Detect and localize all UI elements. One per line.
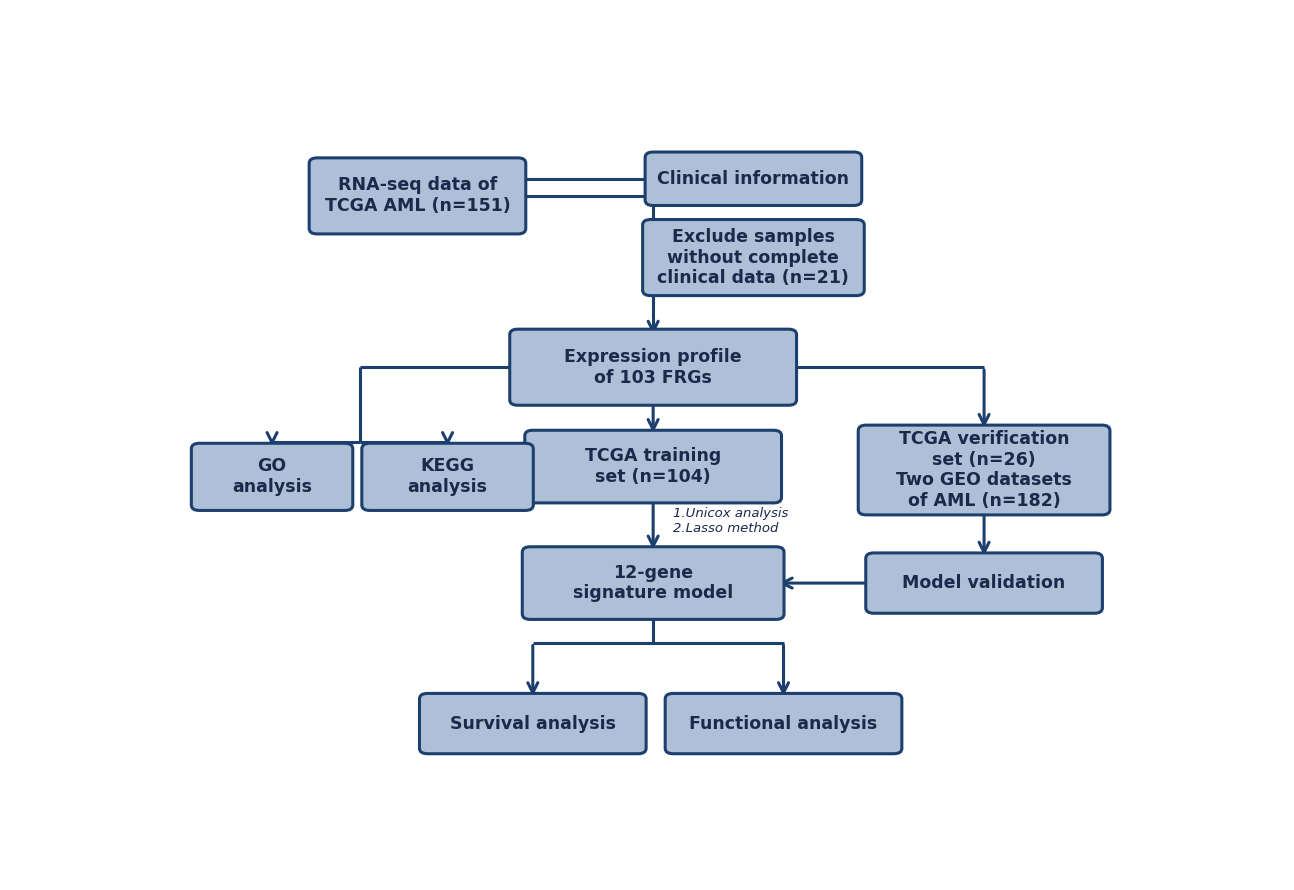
FancyBboxPatch shape: [192, 443, 353, 511]
Text: KEGG
analysis: KEGG analysis: [408, 457, 488, 497]
Text: 2.Lasso method: 2.Lasso method: [673, 522, 779, 535]
FancyBboxPatch shape: [525, 430, 782, 503]
Text: 12-gene
signature model: 12-gene signature model: [573, 563, 734, 603]
Text: Model validation: Model validation: [902, 574, 1066, 592]
Text: RNA-seq data of
TCGA AML (n=151): RNA-seq data of TCGA AML (n=151): [325, 176, 510, 215]
Text: 1.Unicox analysis: 1.Unicox analysis: [673, 506, 788, 520]
Text: Functional analysis: Functional analysis: [690, 715, 877, 732]
Text: Expression profile
of 103 FRGs: Expression profile of 103 FRGs: [564, 348, 741, 386]
FancyBboxPatch shape: [419, 693, 646, 754]
Text: Clinical information: Clinical information: [657, 170, 849, 188]
FancyBboxPatch shape: [362, 443, 533, 511]
FancyBboxPatch shape: [643, 220, 864, 295]
Text: TCGA training
set (n=104): TCGA training set (n=104): [585, 447, 721, 486]
FancyBboxPatch shape: [523, 546, 784, 619]
FancyBboxPatch shape: [646, 152, 862, 206]
FancyBboxPatch shape: [510, 329, 797, 405]
Text: GO
analysis: GO analysis: [232, 457, 312, 497]
Text: TCGA verification
set (n=26)
Two GEO datasets
of AML (n=182): TCGA verification set (n=26) Two GEO dat…: [897, 430, 1071, 510]
FancyBboxPatch shape: [866, 553, 1102, 613]
Text: Exclude samples
without complete
clinical data (n=21): Exclude samples without complete clinica…: [657, 228, 849, 287]
Text: Survival analysis: Survival analysis: [450, 715, 616, 732]
FancyBboxPatch shape: [858, 425, 1110, 515]
FancyBboxPatch shape: [665, 693, 902, 754]
FancyBboxPatch shape: [309, 158, 525, 234]
